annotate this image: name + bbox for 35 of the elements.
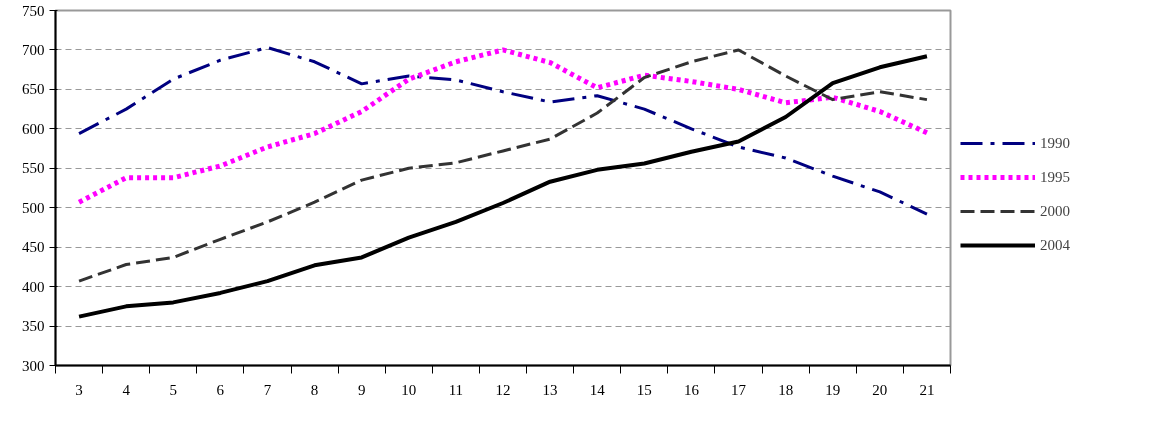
x-tick-label: 4 — [122, 381, 131, 398]
y-tick-label: 600 — [22, 120, 45, 137]
x-tick-label: 19 — [825, 381, 841, 398]
x-tick-label: 8 — [310, 381, 319, 398]
y-tick-label: 650 — [22, 81, 45, 98]
y-tick-label: 700 — [22, 41, 45, 58]
legend-label: 2000 — [1040, 202, 1070, 220]
legend-label: 2004 — [1040, 236, 1070, 254]
y-tick-label: 300 — [22, 357, 45, 374]
y-tick-label: 350 — [22, 318, 45, 335]
x-tick-label: 15 — [636, 381, 652, 398]
y-tick-label: 400 — [22, 278, 45, 295]
legend-label: 1990 — [1040, 134, 1070, 152]
y-tick-label: 450 — [22, 239, 45, 256]
x-tick-label: 11 — [448, 381, 464, 398]
x-tick-label: 10 — [401, 381, 417, 398]
x-tick-label: 14 — [589, 381, 606, 398]
y-tick-label: 500 — [22, 199, 45, 216]
x-tick-label: 18 — [778, 381, 794, 398]
x-tick-label: 6 — [216, 381, 225, 398]
x-tick-label: 21 — [919, 381, 935, 398]
x-tick-label: 17 — [731, 381, 747, 398]
y-tick-label: 750 — [22, 2, 45, 19]
x-tick-label: 3 — [75, 381, 83, 398]
x-tick-label: 12 — [495, 381, 511, 398]
x-tick-label: 7 — [263, 381, 272, 398]
x-tick-label: 5 — [169, 381, 178, 398]
x-tick-label: 20 — [872, 381, 888, 398]
x-tick-label: 13 — [542, 381, 558, 398]
x-tick-label: 16 — [683, 381, 700, 398]
x-tick-label: 9 — [357, 381, 366, 398]
legend-label: 1995 — [1040, 168, 1070, 186]
line-series — [77, 54, 929, 319]
y-tick-label: 550 — [22, 160, 45, 177]
line-series — [77, 48, 929, 283]
